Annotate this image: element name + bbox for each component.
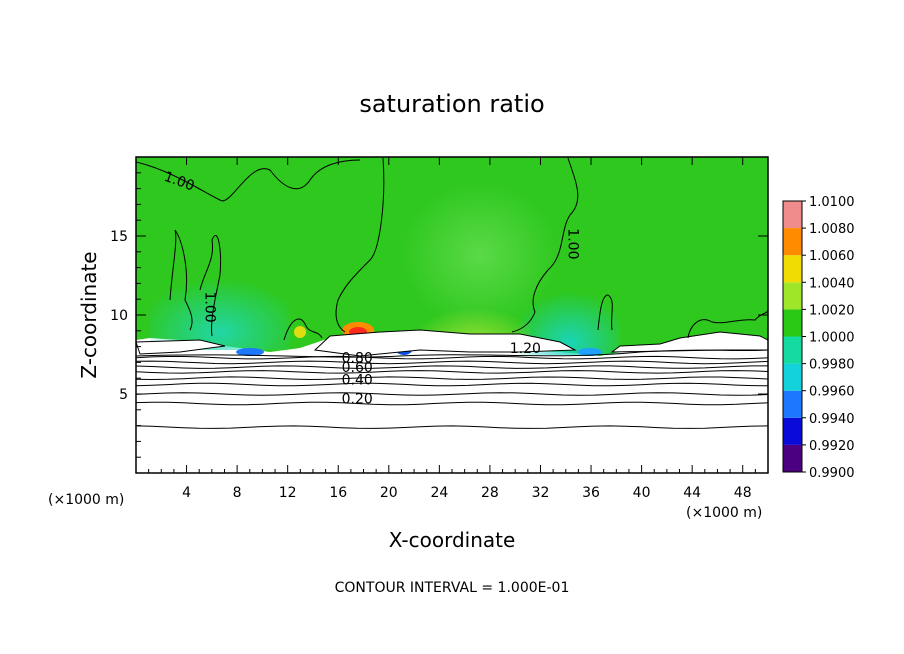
cloud-band (610, 331, 768, 353)
x-axis-label: X-coordinate (389, 528, 516, 552)
y-tick-label: 5 (119, 387, 128, 403)
contour-label: 0.20 (342, 391, 373, 407)
horizontal-contour (136, 425, 768, 429)
colorbar-label: 0.9980 (809, 358, 855, 373)
x-tick-label: 32 (532, 485, 550, 501)
colorbar-label: 1.0080 (809, 222, 855, 237)
colorbar-swatch (783, 201, 802, 229)
plot-field: 1.001.001.001.200.800.600.400.20 (136, 157, 768, 473)
colorbar-label: 1.0100 (809, 195, 855, 210)
horizontal-contour (136, 355, 768, 360)
colorbar-label: 1.0020 (809, 303, 855, 318)
colorbar-swatch (783, 363, 802, 391)
horizontal-contour (136, 392, 768, 396)
colorbar-swatch (783, 390, 802, 418)
contour-line (136, 349, 768, 358)
colorbar-swatch (783, 417, 802, 445)
x-tick-label: 24 (430, 485, 448, 501)
contour-line (511, 157, 579, 333)
horizontal-contour (136, 376, 768, 381)
y-tick-label: 10 (110, 308, 128, 324)
yellow-spot (294, 326, 306, 338)
colorbar-swatch (783, 228, 802, 256)
y-axis-label: Z-coordinate (77, 251, 101, 378)
contour-line (687, 309, 768, 339)
x-tick-label: 44 (683, 485, 701, 501)
horizontal-contour (136, 365, 768, 369)
contour-label: 1.20 (510, 341, 541, 357)
colorbar-label: 1.0060 (809, 249, 855, 264)
cloud-band (136, 339, 226, 355)
x-tick-label: 16 (329, 485, 347, 501)
blue-patch-right (578, 348, 602, 356)
blue-patch-left (236, 348, 264, 356)
contour-label: 1.00 (202, 292, 218, 323)
contour-label: 0.60 (342, 360, 373, 376)
colorbar: 0.9900 0.9920 0.9940 0.9960 0.9980 1.0000 1.00… (782, 195, 855, 481)
colorbar-swatch (783, 336, 802, 364)
horizontal-contour (136, 382, 768, 387)
x-tick-label: 20 (380, 485, 398, 501)
colorbar-label: 0.9960 (809, 385, 855, 400)
y-axis-ticks: 5 10 15 (110, 172, 768, 458)
horizontal-contour (136, 360, 768, 365)
colorbar-swatch (783, 255, 802, 283)
x-unit-left: (×1000 m) (48, 492, 124, 508)
colorbar-swatch (783, 309, 802, 337)
colorbar-label: 0.9940 (809, 412, 855, 427)
contour-label: 0.40 (342, 373, 373, 389)
x-tick-label: 12 (279, 485, 297, 501)
x-tick-label: 4 (182, 485, 191, 501)
x-tick-label: 40 (633, 485, 651, 501)
chart-title: saturation ratio (359, 90, 544, 118)
y-tick-label: 15 (110, 229, 128, 245)
x-axis-ticks: 4 8 12 16 20 24 28 32 36 40 44 48 (148, 157, 756, 501)
contour-label: 0.80 (342, 350, 373, 366)
contour-line (136, 159, 361, 202)
colorbar-label: 0.9900 (809, 466, 855, 481)
x-tick-label: 36 (582, 485, 600, 501)
contour-interval-note: CONTOUR INTERVAL = 1.000E-01 (335, 580, 570, 596)
horizontal-contour (136, 401, 768, 406)
colorbar-swatch (783, 444, 802, 472)
x-tick-label: 48 (734, 485, 752, 501)
contour-line (335, 157, 385, 333)
contour-label: 1.00 (564, 228, 580, 259)
cloud-band (313, 329, 577, 357)
contour-line (283, 318, 323, 341)
colorbar-swatch (783, 282, 802, 310)
colorbar-label: 1.0000 (809, 331, 855, 346)
colorbar-label: 1.0040 (809, 276, 855, 291)
contour-line (597, 294, 613, 331)
colorbar-label: 0.9920 (809, 439, 855, 454)
contour-labels: 1.001.001.001.200.800.600.400.20 (162, 169, 581, 408)
x-tick-label: 28 (481, 485, 499, 501)
stable-layer-contours (136, 355, 768, 429)
x-tick-label: 8 (233, 485, 242, 501)
x-unit-right: (×1000 m) (686, 505, 762, 521)
contour-line (199, 234, 221, 337)
horizontal-contour (136, 370, 768, 374)
contour-line (169, 229, 193, 331)
